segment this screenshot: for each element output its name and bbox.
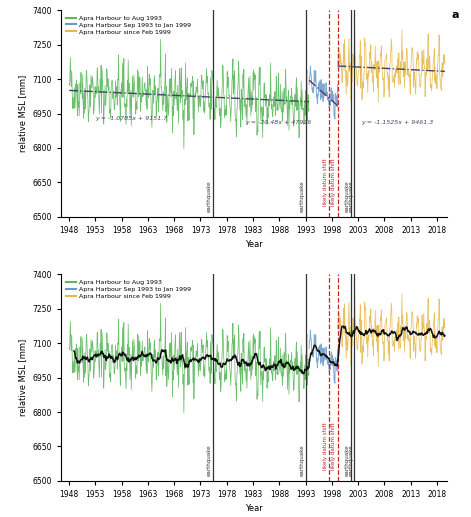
X-axis label: Year: Year (245, 240, 263, 249)
X-axis label: Year: Year (245, 505, 263, 513)
Text: likely datum shift: likely datum shift (323, 159, 328, 206)
Text: likely datum shift: likely datum shift (332, 159, 336, 206)
Text: y = -1.1525x + 9461.3: y = -1.1525x + 9461.3 (361, 120, 433, 125)
Text: likely datum shift: likely datum shift (323, 423, 328, 470)
Text: earthquake: earthquake (300, 180, 305, 212)
Text: earthquake: earthquake (349, 445, 353, 476)
Y-axis label: relative MSL [mm]: relative MSL [mm] (18, 75, 27, 152)
Text: earthquake: earthquake (300, 445, 305, 476)
Text: y = -20.48x + 47926: y = -20.48x + 47926 (245, 120, 311, 125)
Text: earthquake: earthquake (345, 180, 349, 212)
Text: likely datum shift: likely datum shift (332, 423, 336, 470)
Text: earthquake: earthquake (345, 445, 349, 476)
Text: earthquake: earthquake (206, 180, 211, 212)
Legend: Apra Harbour to Aug 1993, Apra Harbour Sep 1993 to Jan 1999, Apra Harbour since : Apra Harbour to Aug 1993, Apra Harbour S… (65, 13, 193, 37)
Text: earthquake: earthquake (349, 180, 353, 212)
Text: earthquake: earthquake (206, 445, 211, 476)
Legend: Apra Harbour to Aug 1993, Apra Harbour Sep 1993 to Jan 1999, Apra Harbour since : Apra Harbour to Aug 1993, Apra Harbour S… (65, 278, 193, 300)
Text: a: a (451, 10, 459, 20)
Y-axis label: relative MSL [mm]: relative MSL [mm] (18, 339, 27, 416)
Text: y = -1.0785x + 9151.7: y = -1.0785x + 9151.7 (96, 116, 168, 121)
